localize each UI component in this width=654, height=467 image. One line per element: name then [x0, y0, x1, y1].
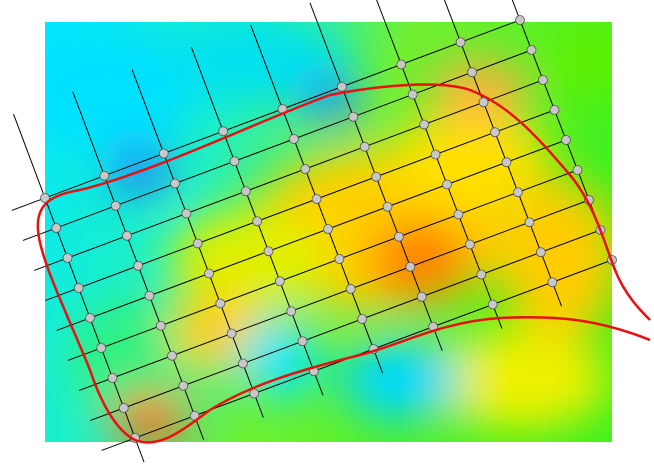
mesh-node — [453, 209, 464, 220]
mesh-node — [99, 170, 110, 181]
mesh-node — [240, 186, 251, 197]
mesh-node — [334, 254, 345, 264]
mesh-node — [85, 313, 95, 323]
mesh-node — [430, 149, 441, 160]
mesh-node — [359, 141, 370, 152]
boundary-curve — [36, 83, 651, 444]
mesh-node — [229, 156, 240, 167]
mesh-node — [547, 277, 558, 288]
mesh-node — [371, 171, 381, 182]
mesh-node — [297, 336, 308, 347]
mesh-node — [515, 15, 525, 25]
mesh-node — [133, 260, 144, 271]
mesh-row — [11, 19, 521, 211]
mesh-node — [144, 290, 155, 301]
mesh-node — [405, 261, 416, 272]
mesh-node — [118, 403, 129, 413]
mesh-node — [407, 89, 418, 100]
mesh-row — [22, 49, 532, 241]
mesh-node — [357, 314, 368, 324]
mesh-node — [382, 201, 393, 212]
mesh-node — [107, 373, 118, 383]
mesh-node — [288, 134, 299, 144]
mesh-node — [252, 216, 263, 227]
mesh-node — [487, 299, 498, 310]
mesh-node — [311, 194, 322, 204]
mesh-node — [122, 230, 132, 241]
mesh-row — [34, 79, 544, 271]
mesh-row — [45, 109, 555, 301]
mesh-node — [561, 135, 571, 145]
mesh-node — [62, 253, 73, 263]
mesh-node — [204, 268, 214, 279]
mesh-node — [419, 119, 430, 130]
mesh-row — [67, 169, 578, 361]
mesh-node — [110, 200, 121, 211]
mesh-row — [90, 229, 601, 421]
mesh-node — [238, 358, 248, 369]
mesh-node — [442, 179, 452, 190]
mesh-node — [336, 81, 347, 92]
mesh-node — [167, 350, 177, 361]
mesh-node — [524, 217, 535, 228]
mesh-node — [73, 283, 84, 293]
mesh-node — [40, 193, 50, 203]
mesh-node — [455, 37, 466, 48]
mesh-node — [218, 126, 229, 137]
mesh-node — [513, 187, 523, 198]
mesh-node — [286, 306, 297, 317]
mesh-node — [464, 239, 475, 250]
mesh-node — [538, 75, 548, 85]
mesh-node — [501, 157, 512, 168]
mesh-node — [192, 238, 203, 249]
mesh-node — [526, 45, 537, 55]
mesh-node — [300, 164, 311, 174]
mesh-node — [396, 59, 407, 70]
mesh-node — [536, 247, 546, 258]
mesh-node — [274, 276, 285, 287]
mesh-node — [348, 111, 359, 122]
mesh-node — [476, 269, 487, 280]
mesh-grid — [11, 0, 622, 463]
mesh-node — [158, 148, 169, 159]
mesh-node — [572, 165, 583, 175]
mesh-node — [394, 231, 404, 242]
mesh-node — [155, 320, 166, 331]
mesh-row — [56, 139, 567, 331]
mesh-row — [78, 199, 590, 391]
mesh-node — [549, 105, 560, 115]
mesh-node — [323, 224, 333, 234]
mesh-node — [96, 343, 107, 353]
mesh-node — [181, 208, 192, 219]
mesh-node — [478, 97, 489, 108]
mesh-node — [416, 291, 427, 302]
mesh-node — [215, 298, 226, 309]
mesh-node — [226, 328, 237, 339]
mesh-node — [263, 246, 274, 257]
mesh-node — [490, 127, 500, 138]
mesh-node — [178, 380, 189, 391]
mesh-node — [249, 388, 260, 399]
mesh-node — [345, 284, 356, 294]
mesh-node — [467, 67, 477, 78]
mesh-node — [51, 223, 62, 233]
mesh-node — [170, 178, 180, 189]
